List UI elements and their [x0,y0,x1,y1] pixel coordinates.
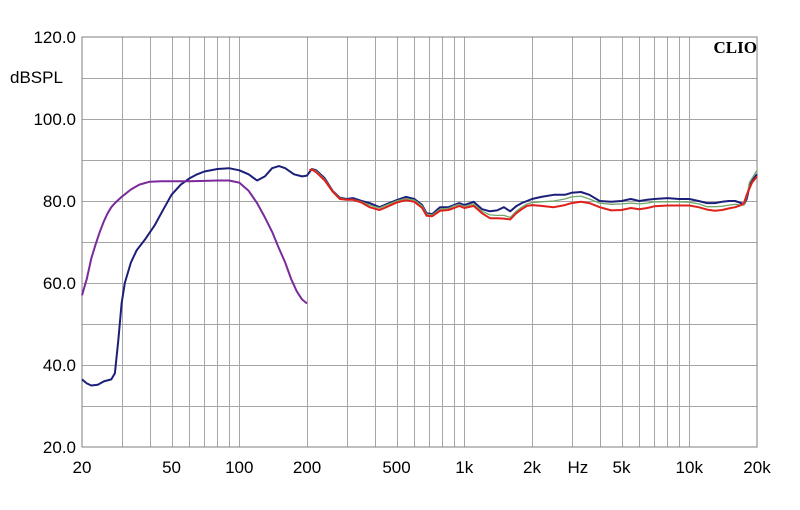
y-tick-label: 60.0 [43,274,76,293]
plot-frame [81,36,758,448]
y-tick-label: 80.0 [43,192,76,211]
series-line-4 [309,168,758,221]
y-axis-ticks: 20.0 40.0 60.0 80.0 100.0 120.0 [33,28,76,457]
series-layer [81,165,758,387]
x-tick-label: 1k [455,458,473,477]
x-tick-label: 10k [676,458,704,477]
series-line-1 [81,165,758,387]
y-tick-label: 100.0 [33,110,76,129]
x-tick-label: 100 [225,458,253,477]
series-line-2 [81,179,308,305]
y-axis-label: dBSPL [10,68,63,87]
x-tick-label: 2k [523,458,541,477]
x-tick-label: 20 [73,458,92,477]
y-tick-label: 20.0 [43,438,76,457]
y-tick-label: 40.0 [43,356,76,375]
grid-layer [82,37,757,447]
x-tick-label: 200 [293,458,321,477]
clio-logo-text: CLIO [714,38,757,57]
x-axis-unit-label: Hz [568,458,589,477]
y-tick-label: 120.0 [33,28,76,47]
x-axis-ticks: 20 50 100 200 500 1k 2k 5k 10k 20k [73,458,772,477]
x-tick-label: 500 [382,458,410,477]
x-tick-label: 20k [743,458,771,477]
x-tick-label: 50 [162,458,181,477]
series-line-3 [309,168,758,219]
x-tick-label: 5k [613,458,631,477]
